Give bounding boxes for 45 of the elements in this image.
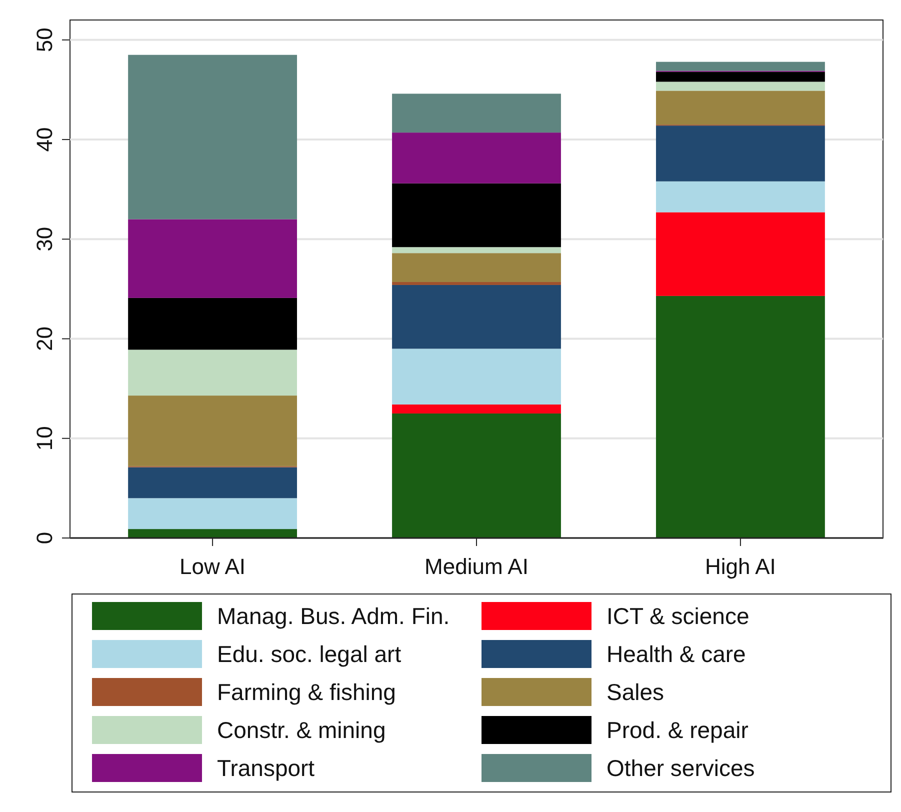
legend-label: Transport <box>217 755 316 781</box>
bar <box>656 62 825 71</box>
bar <box>656 296 825 538</box>
y-tick-label: 50 <box>32 28 57 52</box>
bar <box>392 413 561 538</box>
y-tick-label: 40 <box>32 127 57 152</box>
y-tick-label: 10 <box>32 426 57 451</box>
bar <box>392 348 561 405</box>
y-tick-label: 0 <box>32 532 57 544</box>
bar <box>128 467 298 498</box>
bar <box>656 72 825 82</box>
bar <box>128 54 298 220</box>
bar <box>128 498 298 530</box>
bar <box>656 90 825 125</box>
bar <box>128 396 298 466</box>
legend-label: ICT & science <box>606 603 750 629</box>
bar <box>656 181 825 212</box>
x-tick-label: High AI <box>704 554 776 579</box>
bar <box>392 282 561 285</box>
bar <box>656 212 825 296</box>
bar <box>392 253 561 282</box>
bar <box>128 350 298 396</box>
bar <box>656 82 825 91</box>
legend-label: Edu. soc. legal art <box>217 641 402 667</box>
bar <box>656 126 825 182</box>
bar <box>392 94 561 133</box>
y-tick-label: 20 <box>32 326 57 352</box>
legend-label: Other services <box>606 755 755 781</box>
bar <box>392 132 561 184</box>
legend-label: Constr. & mining <box>217 717 386 743</box>
bar <box>392 404 561 414</box>
bar <box>392 284 561 349</box>
bar <box>128 529 298 538</box>
legend-label: Prod. & repair <box>606 717 749 743</box>
x-tick-label: Low AI <box>180 554 246 579</box>
bar <box>128 298 298 350</box>
bar <box>392 183 561 248</box>
legend-label: Farming & fishing <box>217 679 396 705</box>
legend-label: Sales <box>606 679 664 705</box>
bar <box>392 247 561 254</box>
legend-label: Manag. Bus. Adm. Fin. <box>217 603 450 629</box>
x-tick-label: Medium AI <box>424 554 528 579</box>
y-tick-label: 30 <box>32 226 57 252</box>
legend-label: Health & care <box>606 641 746 667</box>
bar <box>128 219 298 298</box>
